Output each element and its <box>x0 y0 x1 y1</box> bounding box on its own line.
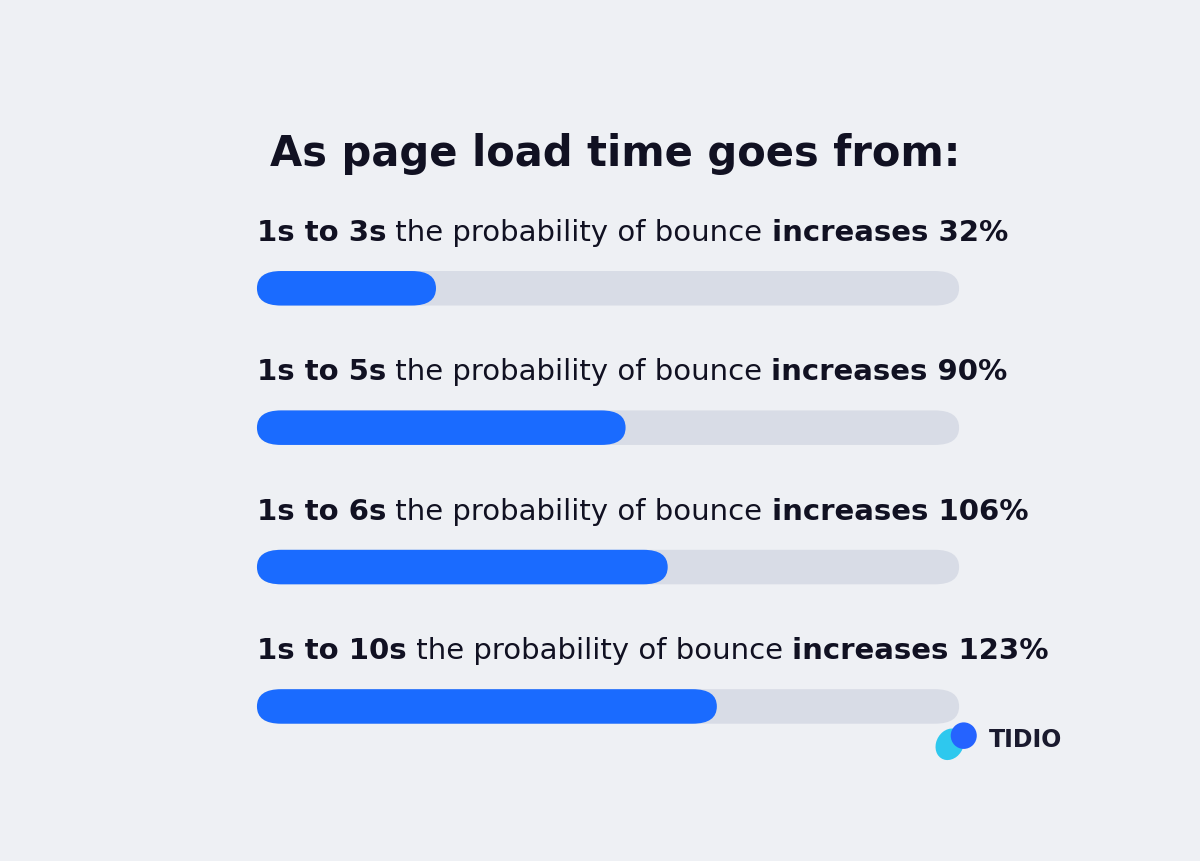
Text: increases 106%: increases 106% <box>772 497 1028 525</box>
FancyBboxPatch shape <box>257 550 667 585</box>
Text: 1s to 5s: 1s to 5s <box>257 358 386 386</box>
FancyBboxPatch shape <box>257 411 959 445</box>
Text: increases 123%: increases 123% <box>792 636 1049 664</box>
FancyBboxPatch shape <box>257 690 959 724</box>
FancyBboxPatch shape <box>257 411 625 445</box>
Text: the probability of bounce: the probability of bounce <box>386 358 772 386</box>
Text: increases 32%: increases 32% <box>772 219 1008 246</box>
Text: the probability of bounce: the probability of bounce <box>407 636 792 664</box>
Text: 1s to 6s: 1s to 6s <box>257 497 386 525</box>
FancyBboxPatch shape <box>257 550 959 585</box>
FancyBboxPatch shape <box>257 690 716 724</box>
Ellipse shape <box>936 728 964 760</box>
Text: 1s to 10s: 1s to 10s <box>257 636 407 664</box>
Text: increases 90%: increases 90% <box>772 358 1008 386</box>
Text: TIDIO: TIDIO <box>989 728 1062 751</box>
Text: As page load time goes from:: As page load time goes from: <box>270 133 960 175</box>
Text: 1s to 3s: 1s to 3s <box>257 219 386 246</box>
Ellipse shape <box>950 722 977 749</box>
FancyBboxPatch shape <box>257 272 959 307</box>
Text: the probability of bounce: the probability of bounce <box>386 219 772 246</box>
Text: the probability of bounce: the probability of bounce <box>386 497 772 525</box>
FancyBboxPatch shape <box>257 272 436 307</box>
